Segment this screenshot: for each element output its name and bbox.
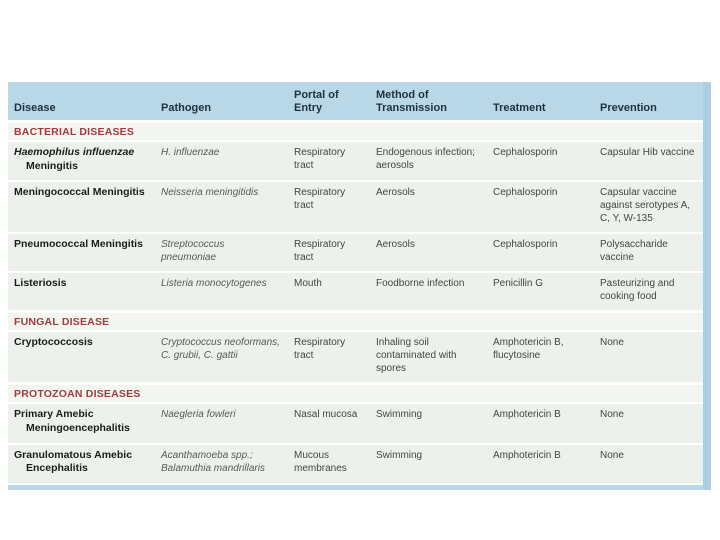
- cell-prevention: Pasteurizing and cooking food: [600, 278, 675, 303]
- cell-prevention: Capsular vaccine against serotypes A, C,…: [600, 187, 691, 225]
- column-header-pathogen: Pathogen: [161, 102, 212, 115]
- cell-disease: Listeriosis: [14, 277, 67, 290]
- section-header-row: FUNGAL DISEASE: [8, 313, 703, 331]
- section-title: FUNGAL DISEASE: [14, 315, 110, 328]
- cell-prevention: None: [600, 337, 624, 349]
- cell-pathogen: Naegleria fowleri: [161, 409, 236, 421]
- cell-treatment: Amphotericin B: [493, 449, 561, 461]
- table-row: Meningococcal Meningitis Neisseria mening…: [8, 182, 703, 233]
- table-row: Listeriosis Listeria monocytogenes Mouth Fo…: [8, 273, 703, 311]
- column-header-method-of-transmission: Method of Transmission: [376, 89, 447, 115]
- table-bottom-accent-band: [8, 484, 711, 490]
- cell-portal-of-entry: Nasal mucosa: [294, 409, 358, 421]
- table-row: Primary Amebic Meningoencephalitis Naegle…: [8, 404, 703, 443]
- cell-prevention: Polysaccharide vaccine: [600, 239, 668, 264]
- section-header-row: PROTOZOAN DISEASES: [8, 385, 703, 403]
- cell-pathogen: Cryptococcus neoformans, C. grubii, C. g…: [161, 337, 280, 362]
- cell-treatment: Penicillin G: [493, 278, 544, 290]
- table-body: BACTERIAL DISEASES Haemophilus influenzae…: [8, 123, 703, 483]
- cell-disease: Meningococcal Meningitis: [14, 186, 145, 199]
- cell-pathogen: Neisseria meningitidis: [161, 187, 259, 199]
- cell-disease: Cryptococcosis: [14, 336, 93, 349]
- cell-pathogen: Streptococcus pneumoniae: [161, 239, 225, 264]
- cell-prevention: None: [600, 409, 624, 421]
- column-header-treatment: Treatment: [493, 102, 546, 115]
- cell-method-of-transmission: Swimming: [376, 449, 423, 461]
- cell-pathogen: H. influenzae: [161, 147, 220, 158]
- cell-disease: Primary Amebic Meningoencephalitis: [14, 408, 130, 434]
- cell-pathogen: Acanthamoeba spp.; Balamuthia mandrillar…: [161, 449, 265, 474]
- column-header-portal-of-entry: Portal of Entry: [294, 89, 339, 115]
- cell-portal-of-entry: Respiratory tract: [294, 337, 346, 362]
- cell-treatment: Amphotericin B, flucytosine: [493, 337, 564, 362]
- cell-disease: Haemophilus influenzae Meningitis: [14, 146, 135, 172]
- column-header-disease: Disease: [14, 102, 56, 115]
- cell-disease: Pneumococcal Meningitis: [14, 238, 143, 251]
- cell-treatment: Amphotericin B: [493, 409, 561, 421]
- table-header-row: Disease Pathogen Portal of Entry Method …: [8, 82, 703, 120]
- cell-method-of-transmission: Aerosols: [376, 187, 415, 199]
- cell-prevention: None: [600, 449, 624, 461]
- section-header-row: BACTERIAL DISEASES: [8, 123, 703, 140]
- cell-method-of-transmission: Foodborne infection: [376, 278, 465, 290]
- cell-portal-of-entry: Respiratory tract: [294, 187, 346, 212]
- table-row: Granulomatous Amebic Encephalitis Acantha…: [8, 444, 703, 483]
- cell-portal-of-entry: Respiratory tract: [294, 239, 346, 264]
- cell-method-of-transmission: Swimming: [376, 409, 423, 421]
- cell-pathogen: Listeria monocytogenes: [161, 278, 267, 290]
- column-header-prevention: Prevention: [600, 102, 657, 115]
- cell-portal-of-entry: Mucous membranes: [294, 449, 347, 474]
- table-row: Haemophilus influenzae Meningitis H. infl…: [8, 142, 703, 181]
- right-accent-strip: [703, 82, 711, 490]
- section-title: PROTOZOAN DISEASES: [14, 387, 141, 400]
- cell-method-of-transmission: Aerosols: [376, 239, 415, 251]
- disease-summary-table: Disease Pathogen Portal of Entry Method …: [8, 82, 711, 490]
- cell-treatment: Cephalosporin: [493, 187, 558, 199]
- section-title: BACTERIAL DISEASES: [14, 125, 135, 138]
- cell-portal-of-entry: Mouth: [294, 278, 322, 290]
- table-row: Pneumococcal Meningitis Streptococcus pne…: [8, 234, 703, 272]
- cell-method-of-transmission: Inhaling soil contaminated with spores: [376, 337, 457, 375]
- table-row: Cryptococcosis Cryptococcus neoformans, C…: [8, 332, 703, 383]
- cell-disease: Granulomatous Amebic Encephalitis: [14, 448, 133, 475]
- cell-method-of-transmission: Endogenous infection; aerosols: [376, 147, 475, 171]
- cell-prevention: Capsular Hib vaccine: [600, 147, 695, 158]
- cell-treatment: Cephalosporin: [493, 147, 558, 158]
- cell-treatment: Cephalosporin: [493, 239, 558, 251]
- cell-portal-of-entry: Respiratory tract: [294, 147, 346, 171]
